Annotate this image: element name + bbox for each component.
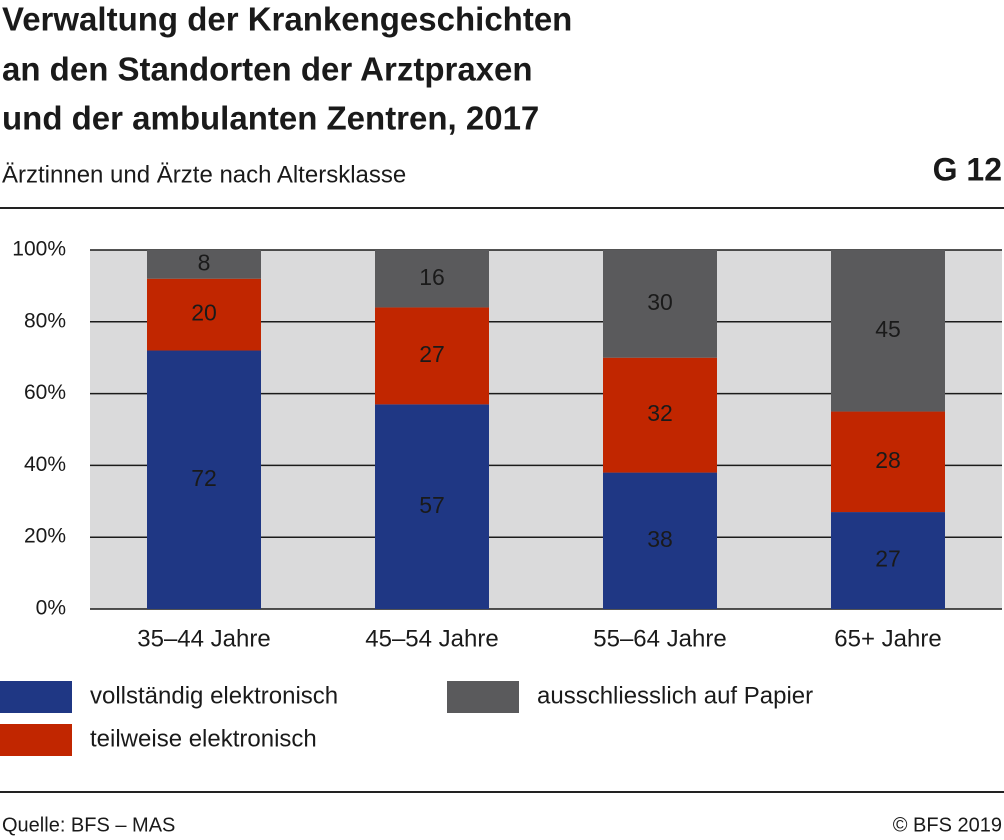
bar-segment — [603, 250, 717, 358]
legend-label: teilweise elektronisch — [90, 725, 317, 752]
legend-swatch — [0, 681, 72, 713]
data-label: 8 — [198, 249, 211, 275]
chart-id: G 12 — [933, 151, 1002, 187]
data-label: 72 — [191, 465, 217, 491]
x-tick-label: 45–54 Jahre — [365, 625, 498, 652]
bar-segment — [147, 350, 261, 609]
data-label: 20 — [191, 300, 217, 326]
x-tick-label: 65+ Jahre — [834, 625, 941, 652]
bar-segment — [831, 411, 945, 513]
bar-segment — [603, 472, 717, 609]
y-tick-label: 40% — [24, 453, 66, 476]
data-label: 16 — [419, 264, 445, 290]
bar-segment — [147, 278, 261, 351]
legend-label: ausschliesslich auf Papier — [537, 682, 813, 709]
data-label: 38 — [647, 526, 673, 552]
data-label: 27 — [419, 341, 445, 367]
chart-title: und der ambulanten Zentren, 2017 — [2, 100, 539, 137]
subtitle: Ärztinnen und Ärzte nach Altersklasse — [2, 161, 406, 188]
y-tick-label: 100% — [12, 238, 66, 261]
bar-segment — [375, 404, 489, 609]
chart-title: Verwaltung der Krankengeschichten — [2, 1, 572, 38]
x-tick-label: 55–64 Jahre — [593, 625, 726, 652]
data-label: 30 — [647, 289, 673, 315]
bar-segment — [831, 250, 945, 412]
y-tick-label: 80% — [24, 309, 66, 332]
chart-title: an den Standorten der Arztpraxen — [2, 51, 533, 88]
legend-label: vollständig elektronisch — [90, 682, 338, 709]
data-label: 57 — [419, 492, 445, 518]
bar-segment — [375, 307, 489, 405]
x-tick-label: 35–44 Jahre — [137, 625, 270, 652]
bar-segment — [603, 357, 717, 473]
data-label: 28 — [875, 447, 901, 473]
bar-segment — [375, 250, 489, 308]
data-label: 27 — [875, 546, 901, 572]
y-tick-label: 20% — [24, 525, 66, 548]
y-tick-label: 60% — [24, 381, 66, 404]
y-tick-label: 0% — [36, 597, 66, 620]
legend-swatch — [0, 724, 72, 756]
data-label: 32 — [647, 400, 673, 426]
legend-swatch — [447, 681, 519, 713]
bar-segment — [831, 512, 945, 609]
source: Quelle: BFS – MAS — [2, 814, 175, 836]
data-label: 45 — [875, 316, 901, 342]
bar-segment — [147, 250, 261, 279]
copyright: © BFS 2019 — [893, 814, 1002, 836]
